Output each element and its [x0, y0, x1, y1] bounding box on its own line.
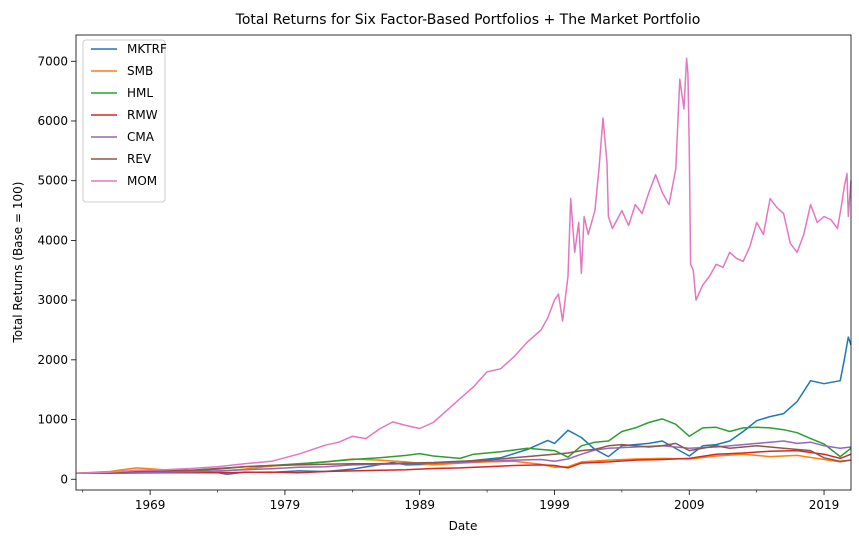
y-tick-label: 0 [60, 472, 68, 486]
legend-label-smb: SMB [127, 64, 153, 78]
legend-label-mktrf: MKTRF [127, 42, 167, 56]
series-line-rev [75, 442, 852, 475]
y-tick-label: 7000 [37, 54, 68, 68]
y-tick-label: 1000 [37, 413, 68, 427]
y-axis-label: Total Returns (Base = 100) [11, 182, 25, 344]
legend-label-hml: HML [127, 86, 153, 100]
legend-label-mom: MOM [127, 174, 157, 188]
x-tick-label: 1979 [270, 498, 301, 512]
x-tick-label: 1999 [539, 498, 570, 512]
legend: MKTRF SMB HML RMW CMA REV MOM [82, 39, 167, 203]
y-axis: 0 1000 2000 3000 4000 5000 6000 7000 [37, 54, 76, 486]
y-tick-label: 3000 [37, 293, 68, 307]
y-tick-label: 5000 [37, 174, 68, 188]
x-tick-label: 2019 [809, 498, 840, 512]
x-tick-label: 2009 [674, 498, 705, 512]
series-line-rmw [76, 449, 852, 475]
x-axis-label: Date [449, 519, 478, 533]
y-tick-label: 2000 [37, 353, 68, 367]
y-tick-label: 6000 [37, 114, 68, 128]
chart-title: Total Returns for Six Factor-Based Portf… [235, 12, 701, 28]
legend-box [82, 39, 166, 203]
x-tick-label: 1989 [404, 498, 435, 512]
x-axis: 1969 1979 1989 1999 2009 2019 [82, 490, 840, 512]
series-line-cma [75, 440, 852, 475]
plot-frame [75, 34, 852, 491]
legend-label-rev: REV [127, 152, 152, 166]
legend-label-cma: CMA [127, 130, 155, 144]
x-tick-label: 1969 [135, 498, 166, 512]
legend-label-rmw: RMW [127, 108, 158, 122]
y-tick-label: 4000 [37, 233, 68, 247]
series-line-mom [75, 57, 852, 475]
plot-lines [75, 57, 852, 475]
